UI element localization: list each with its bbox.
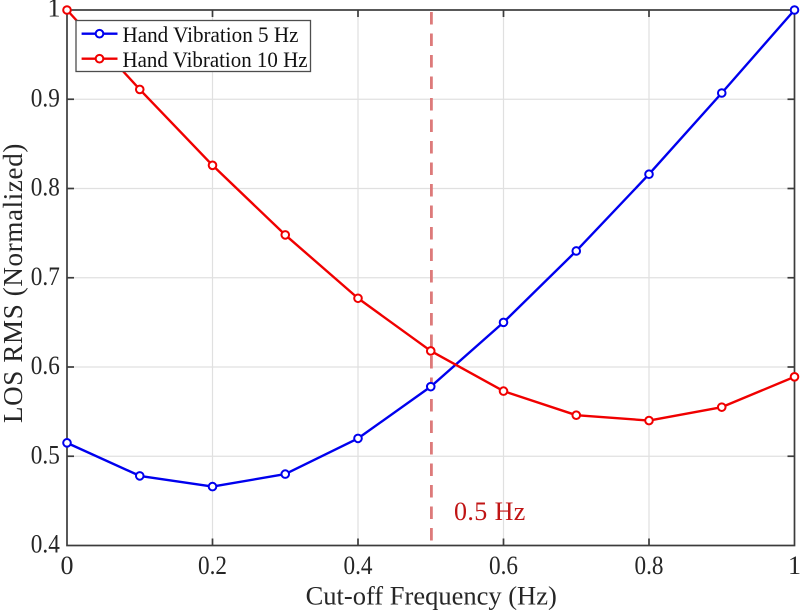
svg-text:0.8: 0.8 xyxy=(31,173,60,202)
svg-text:0.9: 0.9 xyxy=(31,83,60,112)
svg-text:Hand Vibration 10 Hz: Hand Vibration 10 Hz xyxy=(123,47,308,72)
svg-text:LOS RMS (Normalized): LOS RMS (Normalized) xyxy=(0,143,28,423)
svg-text:0.6: 0.6 xyxy=(31,351,60,380)
svg-text:0.2: 0.2 xyxy=(198,551,227,580)
svg-text:0.5: 0.5 xyxy=(31,440,60,469)
svg-text:0.7: 0.7 xyxy=(31,262,60,291)
svg-text:0.8: 0.8 xyxy=(635,551,664,580)
svg-text:1: 1 xyxy=(788,551,800,580)
svg-text:0.6: 0.6 xyxy=(489,551,518,580)
svg-text:0.4: 0.4 xyxy=(344,551,373,580)
svg-text:0.4: 0.4 xyxy=(31,530,60,559)
svg-text:0.5 Hz: 0.5 Hz xyxy=(454,497,526,526)
svg-text:1: 1 xyxy=(48,0,61,23)
svg-text:Hand Vibration 5 Hz: Hand Vibration 5 Hz xyxy=(123,22,299,47)
svg-text:0: 0 xyxy=(61,551,74,580)
svg-text:Cut-off Frequency (Hz): Cut-off Frequency (Hz) xyxy=(306,580,557,610)
